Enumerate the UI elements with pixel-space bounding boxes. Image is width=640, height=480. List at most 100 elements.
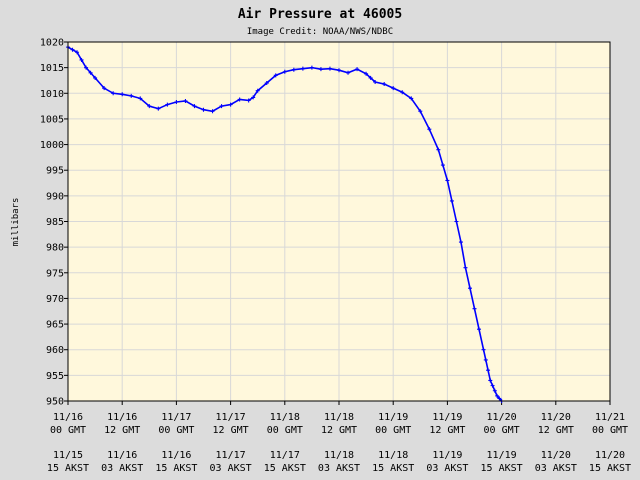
y-tick-label: 1020 bbox=[40, 38, 64, 49]
data-point bbox=[490, 383, 495, 388]
y-tick-label: 990 bbox=[46, 191, 64, 202]
x-tick-gmt-date: 11/17 bbox=[216, 412, 246, 423]
data-point bbox=[382, 82, 387, 87]
x-tick-gmt-date: 11/21 bbox=[595, 412, 625, 423]
y-tick-label: 995 bbox=[46, 166, 64, 177]
x-tick-akst-time: 03 AKST bbox=[210, 463, 252, 474]
data-point bbox=[467, 286, 472, 291]
data-point bbox=[346, 70, 351, 75]
data-point bbox=[449, 198, 454, 203]
x-tick-akst-time: 15 AKST bbox=[589, 463, 631, 474]
y-axis-ticks: 950 955 960 965 970 975 980 985 990 995 1000 1005 10… bbox=[40, 38, 68, 408]
data-point bbox=[400, 90, 405, 95]
data-point bbox=[497, 396, 502, 401]
data-point bbox=[282, 69, 287, 74]
data-point bbox=[251, 95, 256, 100]
chart-title: Air Pressure at 46005 bbox=[238, 7, 402, 22]
x-tick-gmt-time: 00 GMT bbox=[158, 425, 194, 436]
y-tick-label: 950 bbox=[46, 397, 64, 408]
data-point bbox=[454, 219, 459, 224]
data-point bbox=[364, 71, 369, 76]
x-tick-gmt-time: 00 GMT bbox=[592, 425, 628, 436]
data-point bbox=[165, 102, 170, 107]
x-tick-gmt-time: 12 GMT bbox=[104, 425, 140, 436]
data-point bbox=[495, 393, 500, 398]
x-tick-akst-date: 11/16 bbox=[161, 450, 191, 461]
data-point bbox=[156, 106, 161, 111]
x-tick-gmt-time: 12 GMT bbox=[538, 425, 574, 436]
x-tick-akst-time: 03 AKST bbox=[318, 463, 360, 474]
data-point bbox=[458, 240, 463, 245]
x-axis-ticks: 11/16 00 GMT 11/15 15 AKST 11/16 12 GMT 11/16 0… bbox=[47, 401, 631, 474]
y-tick-label: 980 bbox=[46, 243, 64, 254]
data-point bbox=[79, 57, 84, 62]
data-point bbox=[219, 104, 224, 109]
x-tick-akst-date: 11/17 bbox=[216, 450, 246, 461]
data-point bbox=[291, 67, 296, 72]
x-tick-gmt-time: 00 GMT bbox=[484, 425, 520, 436]
y-tick-label: 1000 bbox=[40, 140, 64, 151]
data-point bbox=[192, 104, 197, 109]
x-tick-akst-time: 15 AKST bbox=[372, 463, 414, 474]
data-point bbox=[373, 80, 378, 85]
y-tick-label: 960 bbox=[46, 345, 64, 356]
data-point bbox=[102, 86, 107, 91]
x-tick-akst-date: 11/18 bbox=[324, 450, 354, 461]
x-tick-akst-date: 11/19 bbox=[487, 450, 517, 461]
data-point bbox=[210, 109, 215, 114]
data-point bbox=[427, 127, 432, 132]
data-point bbox=[264, 81, 269, 86]
x-tick-gmt-date: 11/17 bbox=[161, 412, 191, 423]
data-point bbox=[418, 109, 423, 114]
data-point bbox=[93, 75, 98, 80]
x-tick-gmt-time: 12 GMT bbox=[321, 425, 357, 436]
data-point bbox=[111, 91, 116, 96]
x-tick-gmt-date: 11/20 bbox=[541, 412, 571, 423]
data-point bbox=[463, 265, 468, 270]
x-tick-akst-time: 03 AKST bbox=[101, 463, 143, 474]
x-tick-gmt-date: 11/19 bbox=[432, 412, 462, 423]
y-axis-label: millibars bbox=[11, 198, 21, 247]
data-point bbox=[337, 68, 341, 73]
data-point bbox=[436, 147, 441, 152]
x-tick-akst-date: 11/19 bbox=[432, 450, 462, 461]
x-tick-akst-date: 11/20 bbox=[595, 450, 625, 461]
x-tick-gmt-date: 11/16 bbox=[53, 412, 83, 423]
x-tick-akst-time: 15 AKST bbox=[47, 463, 89, 474]
data-point bbox=[440, 163, 445, 168]
data-point bbox=[183, 98, 188, 103]
y-tick-label: 1010 bbox=[40, 89, 64, 100]
x-tick-gmt-time: 00 GMT bbox=[50, 425, 86, 436]
x-tick-gmt-date: 11/18 bbox=[324, 412, 354, 423]
data-point bbox=[486, 368, 491, 373]
data-point bbox=[488, 378, 493, 383]
x-tick-akst-time: 15 AKST bbox=[264, 463, 306, 474]
chart-subtitle: Image Credit: NOAA/NWS/NDBC bbox=[247, 27, 393, 37]
data-point bbox=[70, 47, 75, 52]
data-point bbox=[201, 107, 206, 112]
x-tick-akst-time: 15 AKST bbox=[155, 463, 197, 474]
y-tick-label: 965 bbox=[46, 320, 64, 331]
data-point bbox=[327, 66, 332, 71]
y-tick-label: 955 bbox=[46, 371, 64, 382]
data-point bbox=[84, 65, 89, 70]
data-point bbox=[300, 66, 305, 71]
x-tick-gmt-time: 12 GMT bbox=[213, 425, 249, 436]
data-point bbox=[409, 96, 414, 101]
y-tick-label: 975 bbox=[46, 268, 64, 279]
data-point bbox=[147, 104, 152, 109]
data-point bbox=[481, 347, 486, 352]
data-point bbox=[174, 100, 179, 105]
x-tick-akst-time: 03 AKST bbox=[426, 463, 468, 474]
x-tick-gmt-date: 11/19 bbox=[378, 412, 408, 423]
x-tick-gmt-date: 11/16 bbox=[107, 412, 137, 423]
data-point bbox=[120, 92, 125, 97]
data-point bbox=[309, 65, 314, 70]
data-point bbox=[318, 67, 323, 72]
data-point bbox=[129, 93, 134, 98]
x-tick-akst-date: 11/17 bbox=[270, 450, 300, 461]
data-point bbox=[483, 357, 488, 362]
x-tick-akst-date: 11/18 bbox=[378, 450, 408, 461]
plot-frame bbox=[67, 41, 611, 402]
